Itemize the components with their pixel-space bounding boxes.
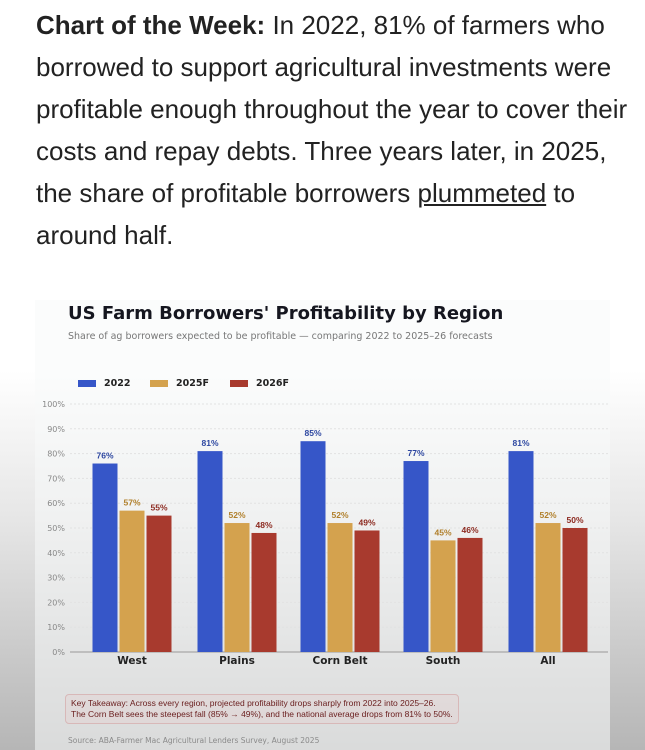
bar-2026f-all [562, 528, 588, 652]
data-label: 81% [512, 438, 529, 448]
intro-text: In 2022, 81% of farmers who borrowed to … [36, 10, 628, 208]
bar-2025f-all [535, 523, 561, 652]
bar-2026f-plains [251, 532, 277, 652]
legend-swatch [230, 380, 248, 387]
legend-label: 2026F [256, 378, 289, 389]
y-tick-label: 90% [47, 425, 65, 434]
bar-2022-west [92, 463, 118, 652]
x-tick-label: Corn Belt [313, 655, 368, 667]
intro-text-end: to around half. [36, 178, 576, 250]
bar-2026f-corn-belt [354, 530, 380, 652]
legend-item-2022: 2022 [78, 378, 130, 389]
bar-2025f-south [430, 540, 456, 652]
y-tick-label: 50% [47, 524, 65, 533]
plummeted-link[interactable]: plummeted [417, 178, 547, 208]
legend-swatch [150, 380, 168, 387]
data-label: 49% [358, 517, 375, 527]
y-tick-label: 0% [52, 648, 65, 657]
bar-2022-south [403, 461, 429, 652]
y-tick-label: 30% [47, 574, 65, 583]
key-takeaway: Key Takeaway: Across every region, proje… [65, 694, 459, 724]
data-label: 52% [228, 510, 245, 520]
bar-2022-plains [197, 451, 223, 652]
data-label: 46% [461, 525, 478, 535]
intro-paragraph: Chart of the Week: In 2022, 81% of farme… [36, 4, 636, 256]
y-tick-label: 60% [47, 499, 65, 508]
legend-label: 2022 [104, 378, 131, 389]
takeaway-line: The Corn Belt sees the steepest fall (85… [71, 709, 453, 719]
data-label: 52% [539, 510, 556, 520]
data-label: 77% [407, 448, 424, 458]
y-tick-label: 10% [47, 623, 65, 632]
bar-2026f-south [457, 537, 483, 652]
legend-item-2026f: 2026F [230, 378, 289, 389]
data-label: 81% [201, 438, 218, 448]
y-tick-label: 100% [42, 400, 65, 409]
legend-item-2025f: 2025F [150, 378, 209, 389]
chart-subtitle: Share of ag borrowers expected to be pro… [68, 331, 493, 342]
data-label: 55% [150, 503, 167, 513]
source-note: Source: ABA-Farmer Mac Agricultural Lend… [68, 736, 320, 745]
y-tick-label: 40% [47, 549, 65, 558]
bar-2026f-west [146, 515, 172, 652]
y-tick-label: 80% [47, 450, 65, 459]
chart-title: US Farm Borrowers' Profitability by Regi… [68, 303, 504, 324]
data-label: 48% [255, 520, 272, 530]
x-tick-label: All [540, 655, 555, 667]
y-tick-label: 20% [47, 598, 65, 607]
bar-2022-all [508, 451, 534, 652]
bar-2022-corn-belt [300, 441, 326, 652]
data-label: 57% [123, 498, 140, 508]
takeaway-line: Key Takeaway: Across every region, proje… [71, 698, 436, 708]
bar-2025f-west [119, 510, 145, 652]
legend-label: 2025F [176, 378, 209, 389]
x-tick-label: West [117, 655, 147, 667]
x-tick-label: Plains [219, 655, 255, 667]
x-tick-label: South [426, 655, 461, 667]
data-label: 52% [331, 510, 348, 520]
intro-bold: Chart of the Week: [36, 10, 266, 40]
data-label: 45% [434, 527, 451, 537]
bar-2025f-plains [224, 523, 250, 652]
y-tick-label: 70% [47, 474, 65, 483]
bar-2025f-corn-belt [327, 523, 353, 652]
data-label: 50% [566, 515, 583, 525]
data-label: 76% [96, 451, 113, 461]
data-label: 85% [304, 428, 321, 438]
legend-swatch [78, 380, 96, 387]
